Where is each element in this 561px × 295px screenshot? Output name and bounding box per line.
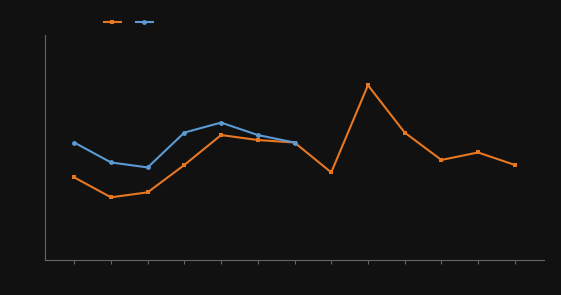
Legend: , : ,: [100, 13, 160, 31]
